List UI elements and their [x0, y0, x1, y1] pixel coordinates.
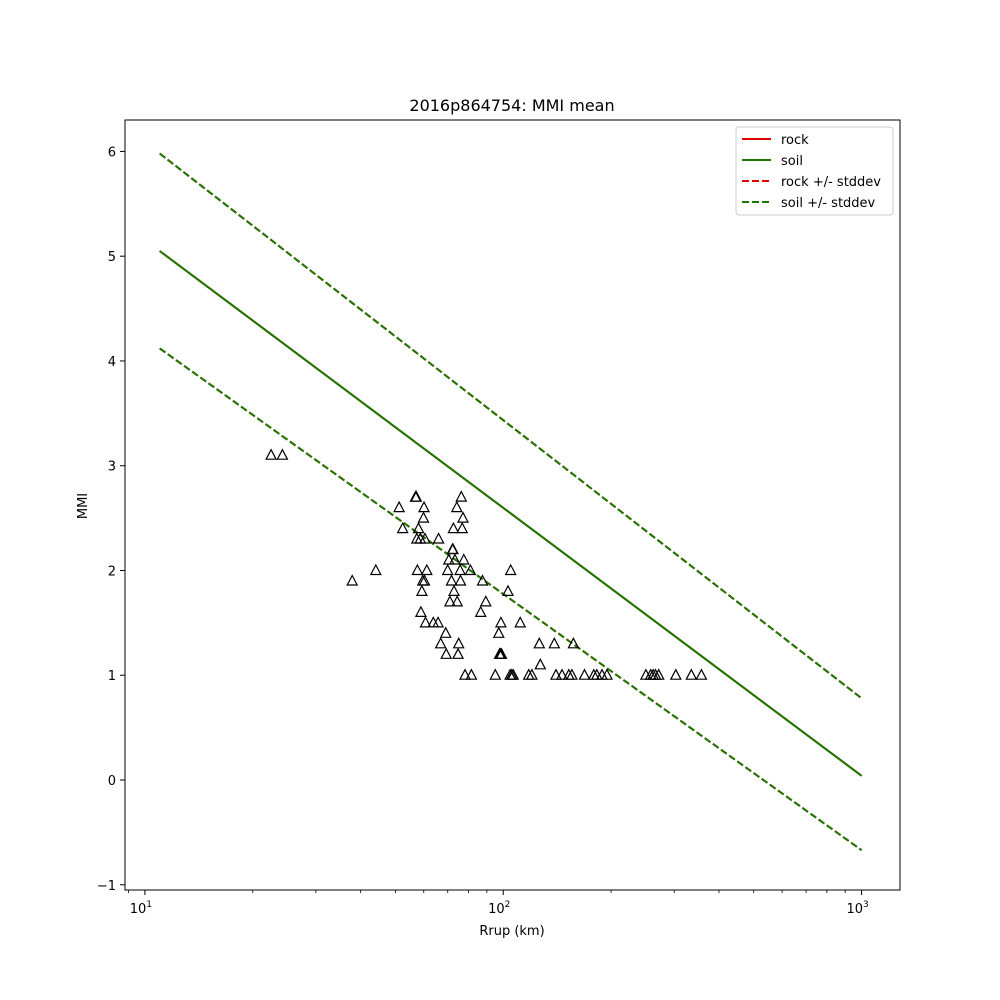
observation-point: [479, 595, 492, 607]
observation-point: [492, 626, 505, 638]
observation-point: [455, 490, 468, 502]
legend: rock soil rock +/- stddev soil +/- stddev: [735, 126, 894, 216]
y-tick-label: 4: [108, 355, 116, 370]
observation-point: [393, 500, 406, 513]
y-tick-label: 2: [108, 564, 116, 579]
observation-point: [417, 511, 430, 523]
observation-point: [578, 668, 591, 680]
observation-point: [448, 584, 460, 597]
y-tick-label: 1: [108, 669, 116, 684]
observation-point: [457, 511, 469, 523]
observation-point: [489, 668, 502, 680]
observation-point: [396, 521, 409, 534]
observation-point: [565, 668, 578, 680]
observation-point: [451, 595, 464, 607]
observation-point: [450, 500, 463, 513]
series-lines: [159, 152, 863, 852]
observation-point: [525, 668, 538, 680]
observation-point: [420, 563, 433, 576]
observation-point: [567, 637, 580, 649]
plot-frame: [124, 119, 901, 891]
observation-point: [346, 574, 359, 586]
observation-point: [448, 553, 461, 565]
observation-point: [548, 637, 561, 649]
observation-point: [695, 668, 708, 680]
observation-point: [502, 584, 514, 597]
observation-point: [454, 563, 467, 576]
observation-point: [418, 500, 430, 513]
observation-point: [276, 448, 289, 460]
legend-label: soil: [781, 154, 803, 169]
observation-point: [415, 584, 428, 597]
observation-point: [454, 574, 467, 586]
y-tick-label: 3: [108, 460, 116, 475]
observation-point: [533, 637, 546, 649]
observation-point: [411, 563, 424, 576]
y-tick-label: 5: [108, 250, 116, 265]
observation-point: [432, 616, 445, 628]
observation-point: [443, 595, 456, 607]
observation-point: [440, 647, 453, 659]
observation-point: [452, 637, 465, 649]
observation-point: [369, 563, 382, 576]
observation-point: [457, 553, 470, 565]
series-line-soil: [159, 250, 863, 777]
x-axis: 101 102 103: [128, 890, 869, 917]
observation-point: [442, 553, 455, 565]
y-axis-label: MMI: [76, 493, 91, 519]
y-tick-label: 0: [108, 774, 116, 789]
x-axis-label: Rrup (km): [479, 924, 544, 939]
observation-point: [441, 563, 454, 576]
observation-point: [456, 521, 469, 534]
observation-point: [601, 668, 613, 680]
x-tick-label: 102: [488, 900, 510, 917]
observation-point: [434, 637, 447, 649]
observation-point: [459, 668, 471, 680]
observation-point: [447, 542, 459, 555]
observation-point: [534, 658, 547, 670]
observation-point: [652, 668, 665, 680]
legend-label: rock +/- stddev: [781, 175, 881, 190]
legend-label: soil +/- stddev: [781, 196, 876, 211]
observation-point: [556, 668, 568, 680]
observation-point: [410, 490, 423, 502]
observation-point: [494, 616, 507, 628]
observation-point: [419, 532, 431, 544]
chart-title: 2016p864754: MMI mean: [409, 96, 614, 115]
observation-point: [514, 616, 527, 628]
observation-point: [439, 626, 452, 638]
legend-box: [735, 126, 894, 216]
observation-point: [265, 448, 278, 460]
observation-point: [432, 532, 445, 544]
observation-point: [414, 605, 427, 618]
observation-point: [476, 574, 489, 586]
observation-point: [464, 563, 477, 576]
legend-label: rock: [781, 133, 809, 148]
observation-point: [465, 668, 478, 680]
observation-points: [265, 448, 708, 680]
x-tick-label: 101: [130, 900, 152, 917]
y-axis: −1 0 1 2 3 4 5 6: [97, 145, 125, 894]
observation-point: [418, 574, 431, 586]
observation-point: [447, 521, 460, 534]
observation-point: [504, 563, 517, 576]
observation-point: [445, 574, 458, 586]
x-tick-label: 103: [846, 900, 868, 917]
observation-point: [419, 616, 432, 628]
observation-point: [416, 574, 429, 586]
observation-point: [452, 647, 465, 659]
y-tick-label: −1: [97, 879, 116, 894]
observation-point: [474, 605, 487, 618]
observation-point: [495, 647, 508, 659]
observation-point: [685, 668, 698, 680]
observation-point: [507, 668, 520, 680]
observation-point: [669, 668, 682, 680]
series-line-soil-stddev-1: [159, 347, 863, 852]
observation-point: [550, 668, 562, 680]
y-tick-label: 6: [108, 145, 116, 160]
series-line-soil-stddev-0: [159, 152, 863, 700]
observation-point: [412, 521, 425, 534]
